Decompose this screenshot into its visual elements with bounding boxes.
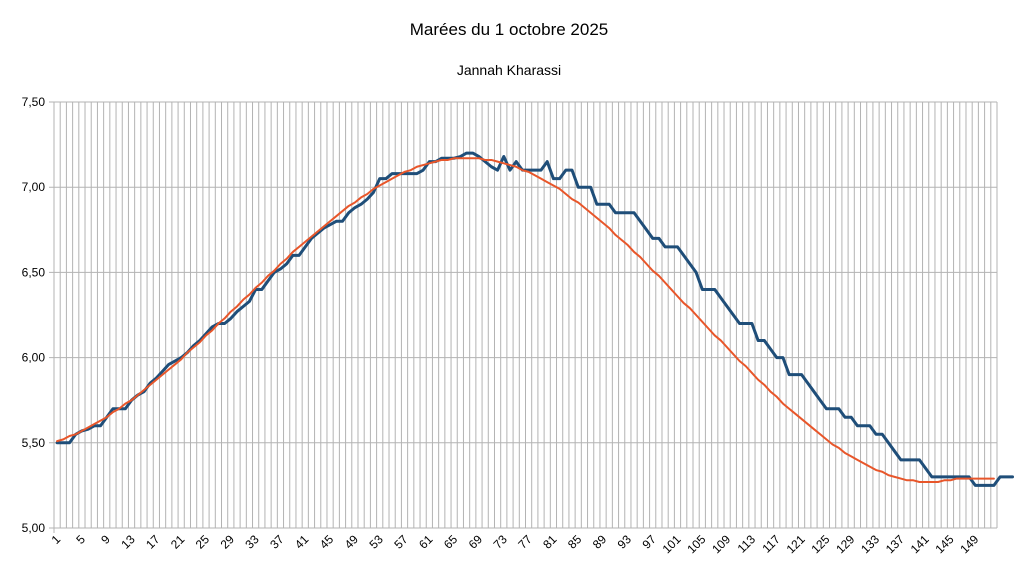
x-tick-label: 73 — [491, 532, 511, 552]
x-tick-label: 29 — [218, 532, 238, 552]
x-tick-label: 133 — [858, 532, 882, 556]
x-tick-label: 1 — [49, 532, 64, 547]
x-tick-label: 41 — [292, 532, 312, 552]
x-tick-label: 57 — [391, 532, 411, 552]
x-tick-label: 45 — [317, 532, 337, 552]
x-tick-label: 129 — [833, 532, 857, 556]
x-tick-label: 105 — [684, 532, 708, 556]
x-tick-label: 117 — [759, 532, 783, 556]
y-tick-label: 7,50 — [22, 95, 46, 109]
x-tick-label: 49 — [342, 532, 362, 552]
x-tick-label: 85 — [565, 532, 585, 552]
chart-subtitle: Jannah Kharassi — [456, 62, 562, 78]
axes — [53, 102, 997, 533]
x-tick-label: 37 — [267, 532, 287, 552]
x-axis-tick-labels: 1 5 9 13 17 21 25 29 33 37 41 45 49 53 57 61 65 69 73 77 81 8… — [49, 532, 982, 556]
x-tick-label: 141 — [908, 532, 932, 556]
x-tick-label: 77 — [515, 532, 535, 552]
series-lines — [55, 151, 1015, 487]
series-line-trend — [56, 157, 995, 483]
vertical-gridlines — [53, 102, 998, 528]
x-tick-label: 113 — [735, 532, 759, 556]
x-tick-label: 121 — [784, 532, 808, 556]
x-tick-label: 33 — [242, 532, 262, 552]
x-tick-label: 125 — [808, 532, 832, 556]
x-tick-label: 89 — [590, 532, 610, 552]
y-axis-tick-labels: 5,00 5,50 6,00 6,50 7,00 7,50 — [22, 95, 46, 535]
chart-title: Marées du 1 octobre 2025 — [409, 20, 609, 39]
x-tick-label: 109 — [709, 532, 733, 556]
y-tick-label: 6,00 — [22, 351, 46, 365]
x-tick-label: 145 — [933, 532, 957, 556]
x-tick-label: 137 — [883, 532, 907, 556]
x-tick-label: 101 — [660, 532, 684, 556]
x-tick-label: 9 — [98, 532, 113, 547]
x-tick-label: 21 — [168, 532, 188, 552]
x-tick-label: 13 — [118, 532, 138, 552]
x-tick-label: 61 — [416, 532, 436, 552]
x-tick-label: 65 — [441, 532, 461, 552]
x-tick-label: 5 — [73, 532, 88, 547]
x-tick-label: 69 — [466, 532, 486, 552]
x-tick-label: 53 — [366, 532, 386, 552]
x-tick-label: 25 — [193, 532, 213, 552]
x-tick-label: 97 — [639, 532, 659, 552]
y-tick-label: 5,00 — [22, 521, 46, 535]
x-tick-label: 149 — [957, 532, 981, 556]
y-tick-label: 6,50 — [22, 265, 46, 279]
x-tick-label: 93 — [615, 532, 635, 552]
y-tick-label: 5,50 — [22, 436, 46, 450]
series-line-measured — [55, 151, 1015, 487]
x-tick-label: 17 — [143, 532, 163, 552]
y-tick-label: 7,00 — [22, 180, 46, 194]
x-tick-label: 81 — [540, 532, 560, 552]
